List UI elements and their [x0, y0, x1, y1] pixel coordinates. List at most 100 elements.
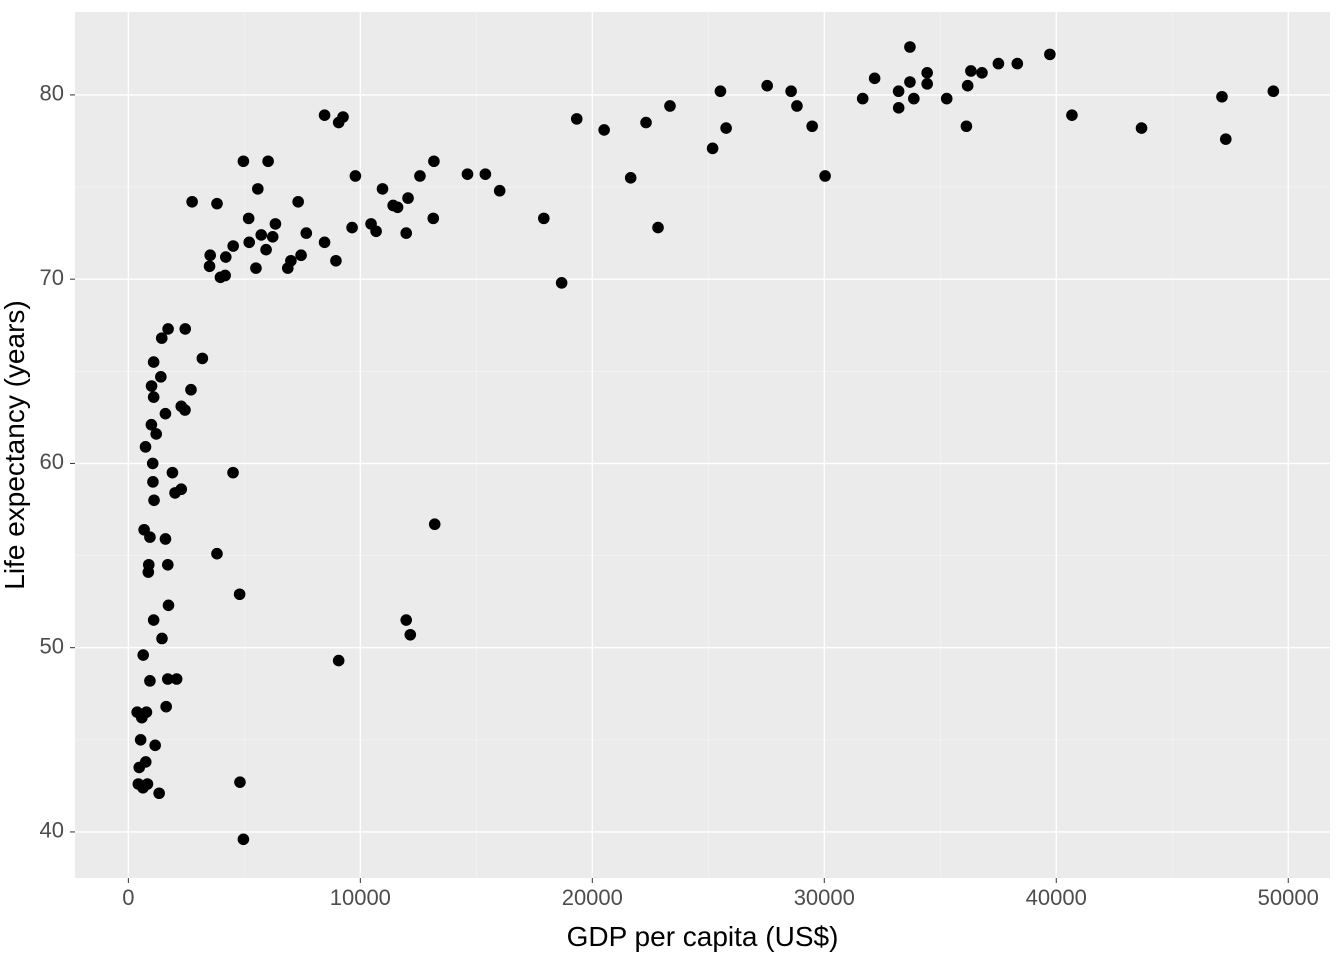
data-point — [219, 270, 231, 282]
data-point — [211, 198, 223, 210]
data-point — [893, 85, 905, 97]
data-point — [160, 408, 172, 420]
data-point — [243, 213, 255, 225]
data-point — [163, 600, 175, 612]
data-point — [414, 170, 426, 182]
data-point — [260, 244, 272, 256]
data-point — [220, 251, 232, 263]
y-tick-label: 40 — [40, 818, 64, 843]
data-point — [640, 117, 652, 129]
data-point — [175, 401, 187, 413]
data-point — [941, 93, 953, 105]
data-point — [319, 109, 331, 121]
data-point — [185, 384, 197, 396]
data-point — [664, 100, 676, 112]
data-point — [598, 124, 610, 136]
data-point — [141, 706, 153, 718]
data-point — [255, 229, 267, 241]
data-point — [904, 41, 916, 53]
data-point — [904, 76, 916, 88]
data-point — [921, 67, 933, 79]
data-point — [262, 155, 274, 167]
data-point — [480, 168, 492, 180]
y-axis-title: Life expectancy (years) — [0, 300, 30, 589]
data-point — [282, 262, 294, 274]
x-tick-label: 30000 — [794, 885, 855, 910]
data-point — [197, 353, 209, 365]
plot-panel — [75, 12, 1330, 878]
data-point — [160, 533, 172, 545]
data-point — [330, 255, 342, 267]
data-point — [720, 122, 732, 134]
data-point — [625, 172, 637, 184]
data-point — [234, 588, 246, 600]
data-point — [238, 834, 250, 846]
data-point — [785, 85, 797, 97]
data-point — [167, 467, 179, 479]
data-point — [1136, 122, 1148, 134]
x-axis-title: GDP per capita (US$) — [567, 921, 839, 952]
data-point — [144, 675, 156, 687]
data-point — [227, 240, 239, 252]
x-tick-label: 50000 — [1258, 885, 1319, 910]
data-point — [146, 419, 158, 431]
data-point — [250, 262, 262, 274]
data-point — [400, 614, 412, 626]
data-point — [908, 93, 920, 105]
data-point — [993, 58, 1005, 70]
data-point — [538, 213, 550, 225]
data-point — [556, 277, 568, 289]
data-point — [857, 93, 869, 105]
data-point — [169, 487, 181, 499]
chart-svg: 010000200003000040000500004050607080GDP … — [0, 0, 1344, 960]
data-point — [140, 756, 152, 768]
data-point — [333, 655, 345, 667]
data-point — [428, 155, 440, 167]
data-point — [204, 249, 216, 261]
data-point — [571, 113, 583, 125]
data-point — [1216, 91, 1228, 103]
data-point — [234, 776, 246, 788]
data-point — [148, 614, 160, 626]
data-point — [893, 102, 905, 114]
data-point — [148, 494, 160, 506]
data-point — [333, 117, 345, 129]
y-tick-label: 50 — [40, 633, 64, 658]
data-point — [148, 391, 160, 403]
data-point — [961, 120, 973, 132]
data-point — [138, 524, 150, 536]
data-point — [171, 673, 183, 685]
data-point — [147, 476, 159, 488]
data-point — [147, 458, 159, 470]
y-tick-label: 60 — [40, 449, 64, 474]
x-tick-label: 0 — [122, 885, 134, 910]
x-tick-label: 40000 — [1026, 885, 1087, 910]
data-point — [300, 227, 312, 239]
data-point — [819, 170, 831, 182]
y-tick-label: 80 — [40, 81, 64, 106]
data-point — [186, 196, 198, 208]
data-point — [377, 183, 389, 195]
data-point — [155, 371, 167, 383]
data-point — [252, 183, 264, 195]
data-point — [965, 65, 977, 77]
data-point — [162, 323, 174, 335]
data-point — [227, 467, 239, 479]
data-point — [179, 323, 191, 335]
data-point — [806, 120, 818, 132]
data-point — [267, 231, 279, 243]
data-point — [400, 227, 412, 239]
data-point — [761, 80, 773, 92]
data-point — [204, 260, 216, 272]
data-point — [140, 441, 152, 453]
data-point — [135, 734, 147, 746]
data-point — [143, 559, 155, 571]
data-point — [295, 249, 307, 261]
x-tick-label: 20000 — [562, 885, 623, 910]
data-point — [149, 740, 161, 752]
data-point — [405, 629, 417, 641]
data-point — [921, 78, 933, 90]
data-point — [869, 73, 881, 85]
y-tick-label: 70 — [40, 265, 64, 290]
data-point — [962, 80, 974, 92]
